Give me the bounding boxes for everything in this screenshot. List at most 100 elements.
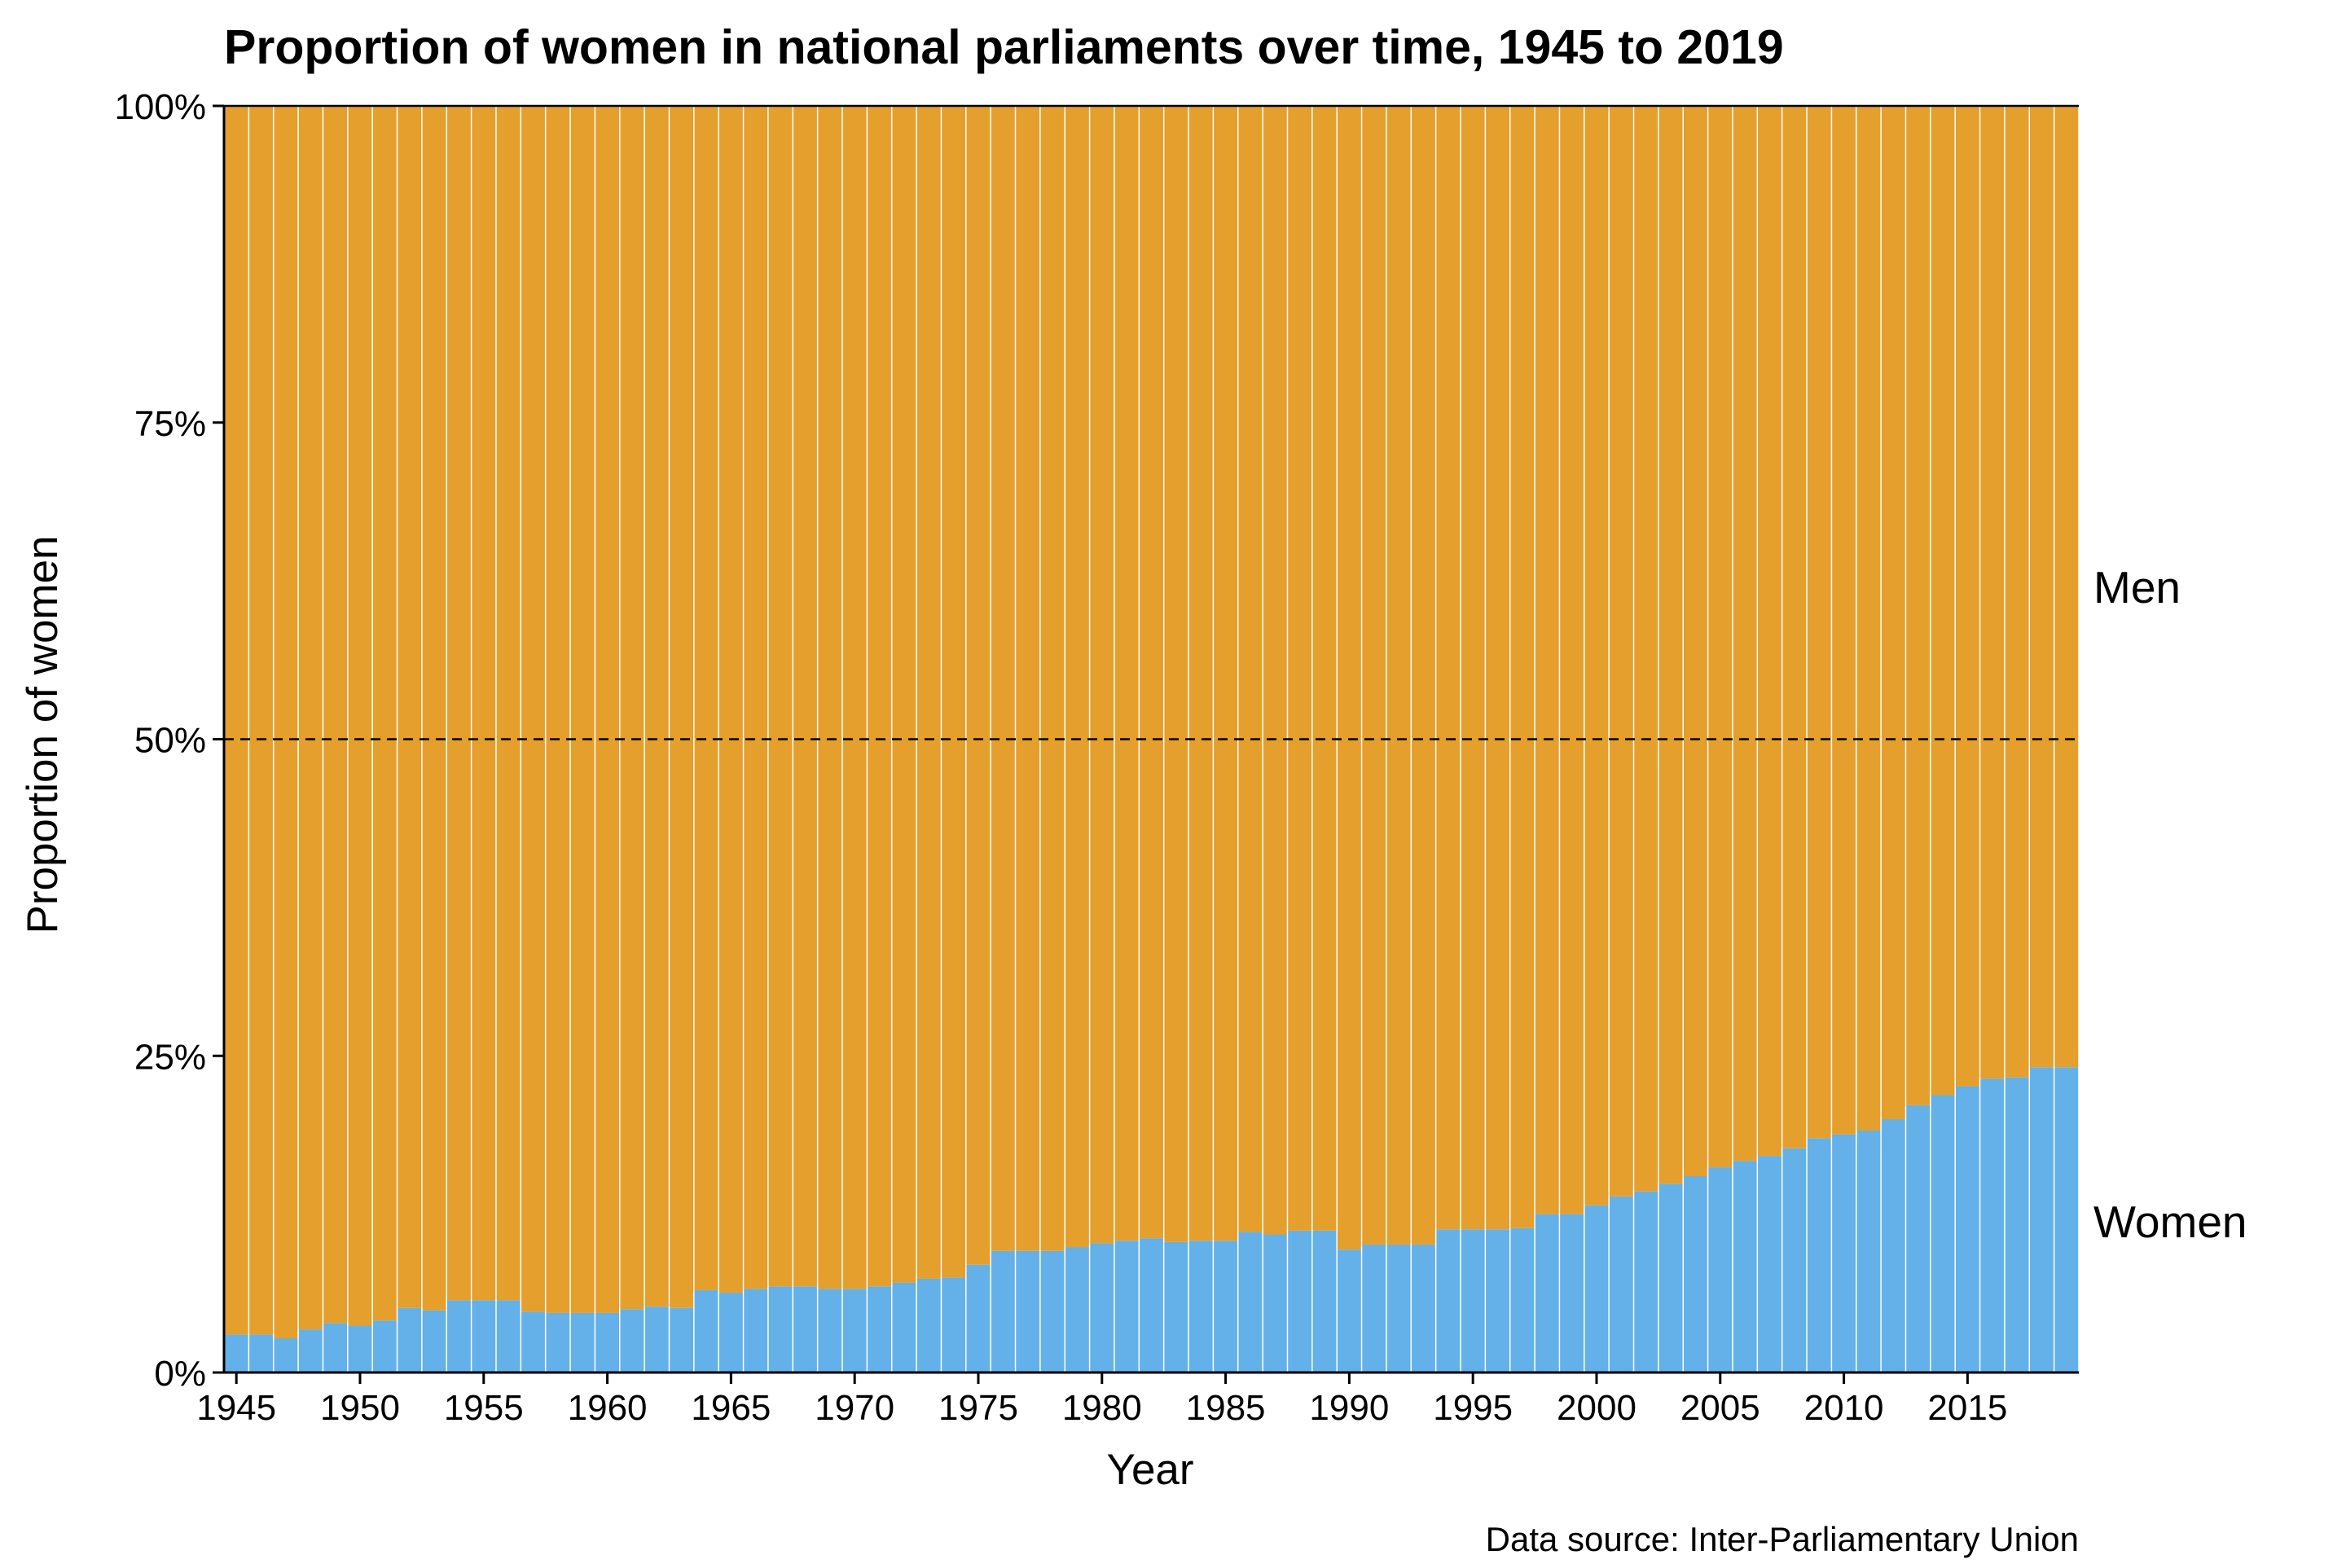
bar-men-1985 [1214,106,1238,1241]
bar-men-2017 [2005,106,2029,1078]
x-tick-label: 1950 [320,1388,400,1428]
bar-women-1967 [768,1286,793,1373]
bar-women-2016 [1980,1078,2005,1373]
bar-men-2013 [1906,106,1931,1105]
chart-title: Proportion of women in national parliame… [224,20,1784,74]
bar-men-1946 [249,106,273,1335]
bar-men-1995 [1461,106,1485,1230]
bar-men-1989 [1312,106,1337,1231]
x-tick-label: 1975 [938,1388,1018,1428]
y-tick-label: 75% [134,404,206,444]
bar-men-2003 [1658,106,1683,1184]
bar-men-1983 [1164,106,1188,1242]
bar-men-2006 [1733,106,1757,1162]
x-tick-label: 1960 [568,1388,648,1428]
bar-men-1952 [398,106,422,1308]
bar-men-1945 [224,106,248,1335]
bar-women-2011 [1856,1130,1881,1373]
bar-women-1983 [1164,1241,1188,1373]
bar-men-2016 [1980,106,2005,1079]
x-tick-label: 1995 [1433,1388,1513,1428]
bar-women-2010 [1832,1134,1856,1373]
bar-women-1953 [422,1310,446,1373]
y-tick-label: 25% [134,1037,206,1077]
bar-women-1984 [1188,1241,1213,1373]
bar-women-1945 [224,1334,248,1373]
bar-men-1957 [521,106,545,1312]
bar-men-1975 [966,106,991,1265]
bar-men-2005 [1708,106,1733,1168]
bar-women-1977 [1016,1250,1040,1373]
bar-women-1981 [1114,1241,1139,1373]
bar-men-1958 [546,106,570,1313]
bar-women-1999 [1560,1214,1584,1373]
x-tick-label: 2015 [1927,1388,2007,1428]
y-axis-label: Proportion of women [19,535,67,933]
bar-women-1964 [694,1289,718,1373]
bar-men-1967 [768,106,793,1287]
bar-women-2003 [1658,1184,1683,1373]
bar-women-1956 [496,1300,521,1373]
bar-women-2008 [1782,1148,1807,1373]
data-source-caption: Data source: Inter-Parliamentary Union [1486,1520,2079,1558]
bar-men-1966 [744,106,768,1289]
bar-women-1954 [446,1300,471,1373]
bar-men-1999 [1560,106,1584,1214]
bar-women-2004 [1683,1175,1707,1373]
bar-men-1959 [570,106,595,1313]
bar-women-1982 [1140,1238,1163,1373]
x-tick-label: 1965 [691,1388,771,1428]
bar-men-1987 [1263,106,1287,1235]
bar-women-1997 [1510,1228,1535,1373]
bar-men-1961 [620,106,644,1310]
bar-women-2006 [1733,1161,1757,1373]
bar-men-1963 [670,106,694,1308]
bar-men-1956 [496,106,521,1301]
series-label-women: Women [2093,1197,2247,1247]
bar-women-1992 [1386,1244,1411,1373]
bar-men-1998 [1535,106,1559,1214]
bar-women-1978 [1040,1250,1065,1373]
bar-women-1990 [1337,1250,1361,1373]
bars-layer [224,106,2079,1373]
bar-women-2018 [2030,1067,2054,1373]
bar-men-2008 [1782,106,1807,1149]
y-tick-label: 50% [134,721,206,761]
bar-women-2002 [1634,1191,1658,1373]
bar-women-2017 [2005,1077,2029,1373]
bar-men-1982 [1140,106,1163,1239]
x-axis-label: Year [1106,1446,1193,1494]
bar-men-1970 [842,106,867,1289]
bar-men-1954 [446,106,471,1301]
bar-men-1951 [372,106,397,1321]
bar-women-2000 [1584,1205,1609,1373]
bar-men-1992 [1386,106,1411,1245]
bar-women-2005 [1708,1167,1733,1373]
bar-men-1950 [348,106,372,1326]
bar-women-2009 [1807,1138,1831,1373]
bar-men-1997 [1510,106,1535,1228]
bar-women-1958 [546,1312,570,1373]
bar-women-1998 [1535,1214,1559,1373]
bar-men-2010 [1832,106,1856,1135]
bar-women-1968 [793,1286,817,1373]
series-label-men: Men [2093,562,2181,613]
x-tick-label: 2005 [1680,1388,1760,1428]
bar-men-1978 [1040,106,1065,1251]
bar-men-1996 [1486,106,1509,1230]
bar-men-1974 [942,106,966,1278]
bar-women-1994 [1436,1229,1461,1373]
bar-men-1981 [1114,106,1139,1241]
bar-men-2015 [1955,106,1979,1087]
bar-men-1968 [793,106,817,1287]
bar-men-1980 [1090,106,1114,1244]
bar-women-1980 [1090,1243,1114,1373]
bar-men-1948 [298,106,323,1330]
bar-men-1977 [1016,106,1040,1251]
bar-men-1949 [323,106,348,1324]
bar-women-1971 [868,1286,891,1373]
bar-men-2014 [1931,106,1955,1096]
bar-men-2007 [1758,106,1781,1157]
bar-women-1960 [595,1312,620,1373]
